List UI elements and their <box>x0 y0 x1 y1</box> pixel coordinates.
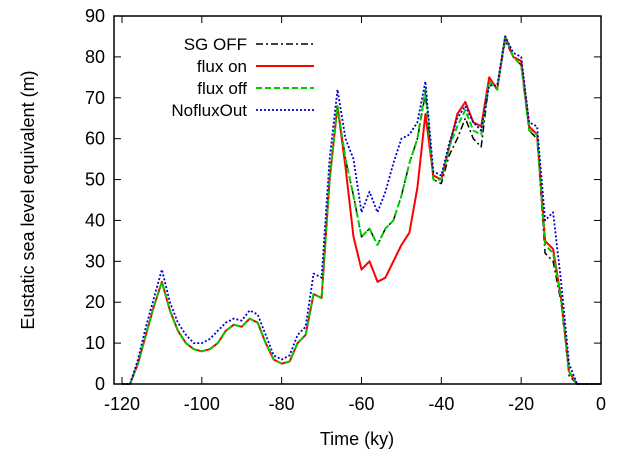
x-tick-label: -100 <box>184 394 220 414</box>
y-tick-label: 80 <box>85 47 105 67</box>
legend: SG OFF flux on flux off NofluxOut <box>171 35 314 120</box>
series-line-flux-off <box>122 35 601 385</box>
y-tick-label: 30 <box>85 251 105 271</box>
y-tick-label: 0 <box>95 374 105 394</box>
x-tick-label: -40 <box>428 394 454 414</box>
x-tick-label: -80 <box>269 394 295 414</box>
legend-label: NofluxOut <box>171 101 247 120</box>
legend-label: flux off <box>197 79 247 98</box>
y-tick-label: 70 <box>85 88 105 108</box>
legend-label: SG OFF <box>184 35 247 54</box>
x-tick-label: -60 <box>348 394 374 414</box>
y-tick-label: 60 <box>85 129 105 149</box>
y-axis-title: Eustatic sea level equivalent (m) <box>18 70 38 329</box>
legend-label: flux on <box>197 57 247 76</box>
axis-ticks: -120 -100 -80 -60 -40 -20 0 0 10 20 30 40 50 60 70 80 90 <box>85 6 606 414</box>
y-tick-label: 40 <box>85 210 105 230</box>
y-tick-label: 90 <box>85 6 105 26</box>
x-tick-label: -120 <box>104 394 140 414</box>
x-tick-label: 0 <box>596 394 606 414</box>
y-tick-label: 20 <box>85 292 105 312</box>
plot-frame <box>113 15 602 385</box>
x-axis-title: Time (ky) <box>320 429 394 449</box>
y-tick-label: 50 <box>85 170 105 190</box>
series-line-nofluxout <box>122 35 601 385</box>
series-line-sg-off <box>122 39 601 385</box>
plot-area <box>122 35 601 385</box>
y-tick-label: 10 <box>85 333 105 353</box>
x-tick-label: -20 <box>508 394 534 414</box>
